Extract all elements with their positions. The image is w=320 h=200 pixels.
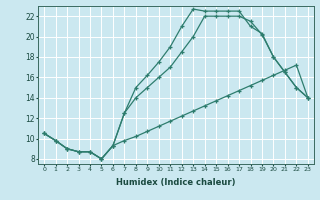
X-axis label: Humidex (Indice chaleur): Humidex (Indice chaleur) [116, 178, 236, 187]
